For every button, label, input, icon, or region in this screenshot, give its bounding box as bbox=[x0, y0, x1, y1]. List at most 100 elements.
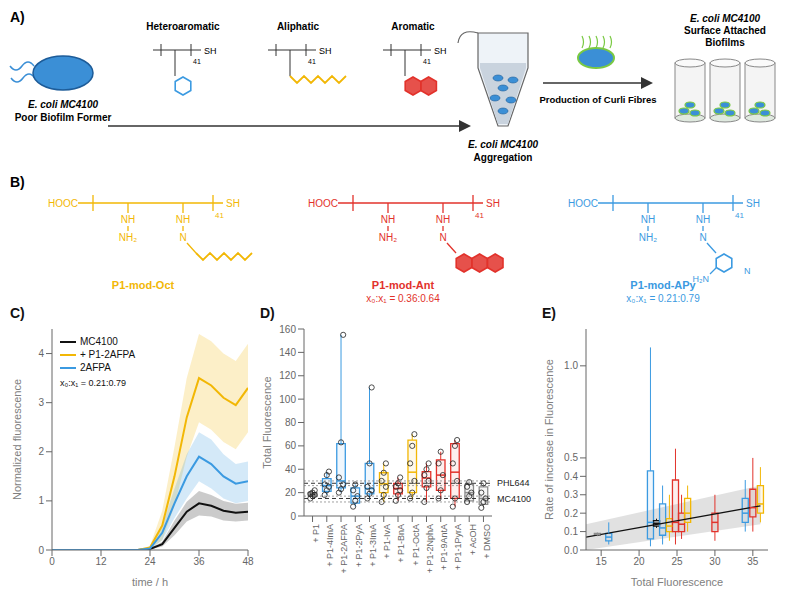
svg-text:time / h: time / h bbox=[132, 576, 168, 588]
svg-text:+ P1-2PyA: + P1-2PyA bbox=[354, 524, 364, 567]
svg-text:41: 41 bbox=[215, 211, 224, 220]
svg-text:Production of Curli Fibres: Production of Curli Fibres bbox=[539, 94, 656, 105]
svg-text:60: 60 bbox=[285, 440, 297, 451]
svg-text:160: 160 bbox=[279, 324, 296, 335]
svg-text:x₀:x₁ = 0.21:0.79: x₀:x₁ = 0.21:0.79 bbox=[626, 293, 700, 304]
svg-text:0.3: 0.3 bbox=[564, 489, 578, 500]
svg-text:0.4: 0.4 bbox=[564, 471, 578, 482]
svg-text:+ P1-2NphA: + P1-2NphA bbox=[425, 524, 435, 573]
svg-text:P1-mod-APy: P1-mod-APy bbox=[630, 279, 696, 291]
svg-text:Rate of increase in Fluorescen: Rate of increase in Fluorescence bbox=[543, 359, 555, 520]
svg-text:Aliphatic: Aliphatic bbox=[277, 21, 320, 32]
svg-text:+ P1: + P1 bbox=[311, 524, 321, 543]
svg-text:0.0: 0.0 bbox=[564, 545, 578, 556]
svg-text:20: 20 bbox=[634, 556, 646, 567]
svg-text:Surface Attached: Surface Attached bbox=[684, 25, 766, 36]
svg-text:HOOC: HOOC bbox=[48, 198, 78, 209]
svg-text:0: 0 bbox=[290, 511, 296, 522]
svg-text:+ P1-1PyrA: + P1-1PyrA bbox=[453, 524, 463, 570]
svg-text:B): B) bbox=[10, 174, 25, 190]
svg-text:0: 0 bbox=[38, 545, 44, 556]
svg-text:35: 35 bbox=[747, 556, 759, 567]
svg-text:SH: SH bbox=[226, 198, 240, 209]
svg-text:140: 140 bbox=[279, 347, 296, 358]
svg-text:Total Fluorescence: Total Fluorescence bbox=[261, 376, 273, 468]
svg-text:E. coli MC4100: E. coli MC4100 bbox=[28, 99, 98, 110]
svg-text:0.2: 0.2 bbox=[564, 508, 578, 519]
svg-text:40: 40 bbox=[285, 464, 297, 475]
svg-text:24: 24 bbox=[144, 556, 156, 567]
svg-text:Aromatic: Aromatic bbox=[391, 21, 435, 32]
svg-text:P1-mod-Ant: P1-mod-Ant bbox=[372, 279, 435, 291]
svg-text:Biofilms: Biofilms bbox=[705, 37, 745, 48]
svg-text:+ P1-OctA: + P1-OctA bbox=[411, 524, 421, 566]
svg-text:N: N bbox=[744, 266, 751, 276]
svg-text:120: 120 bbox=[279, 370, 296, 381]
svg-text:100: 100 bbox=[279, 394, 296, 405]
svg-text:30: 30 bbox=[709, 556, 721, 567]
svg-text:2: 2 bbox=[38, 446, 44, 457]
svg-text:+ P1-IvA: + P1-IvA bbox=[382, 524, 392, 559]
svg-text:1.0: 1.0 bbox=[564, 360, 578, 371]
svg-text:NH: NH bbox=[641, 214, 655, 225]
svg-text:41: 41 bbox=[193, 58, 201, 65]
svg-text:SH: SH bbox=[319, 46, 332, 56]
svg-text:E. coli MC4100: E. coli MC4100 bbox=[690, 13, 760, 24]
svg-text:SH: SH bbox=[434, 46, 447, 56]
svg-text:+ P1-2AFPA: + P1-2AFPA bbox=[339, 524, 349, 574]
svg-text:0.1: 0.1 bbox=[564, 526, 578, 537]
svg-text:NH: NH bbox=[696, 214, 710, 225]
svg-text:NH₂: NH₂ bbox=[639, 232, 657, 243]
svg-text:NH: NH bbox=[176, 214, 190, 225]
svg-text:SH: SH bbox=[204, 46, 217, 56]
svg-text:41: 41 bbox=[735, 211, 744, 220]
svg-text:Poor Biofilm Former: Poor Biofilm Former bbox=[15, 112, 112, 123]
svg-text:N: N bbox=[179, 232, 186, 243]
svg-text:15: 15 bbox=[596, 556, 608, 567]
svg-text:P1-mod-Oct: P1-mod-Oct bbox=[112, 279, 175, 291]
svg-text:Total Fluorescence: Total Fluorescence bbox=[631, 576, 723, 588]
svg-text:3: 3 bbox=[38, 397, 44, 408]
html-text:D): D) bbox=[260, 305, 275, 321]
svg-text:80: 80 bbox=[285, 417, 297, 428]
svg-text:Heteroaromatic: Heteroaromatic bbox=[146, 21, 220, 32]
svg-text:1: 1 bbox=[38, 495, 44, 506]
svg-text:Aggregation: Aggregation bbox=[474, 152, 533, 163]
svg-text:4: 4 bbox=[38, 348, 44, 359]
svg-text:+ P1-3ImA: + P1-3ImA bbox=[368, 524, 378, 567]
svg-text:A): A) bbox=[10, 9, 25, 25]
svg-text:41: 41 bbox=[423, 58, 431, 65]
svg-text:+ P1-BnA: + P1-BnA bbox=[396, 524, 406, 563]
svg-text:x₀:x₁ = 0.36:0.64: x₀:x₁ = 0.36:0.64 bbox=[366, 293, 440, 304]
html-text:C): C) bbox=[10, 305, 25, 321]
svg-text:PHL644: PHL644 bbox=[497, 478, 530, 488]
svg-text:41: 41 bbox=[308, 58, 316, 65]
svg-text:36: 36 bbox=[193, 556, 205, 567]
svg-text:20: 20 bbox=[285, 487, 297, 498]
svg-text:0.5: 0.5 bbox=[564, 452, 578, 463]
svg-text:Normalized fluorescence: Normalized fluorescence bbox=[11, 379, 23, 500]
svg-text:12: 12 bbox=[95, 556, 107, 567]
svg-text:25: 25 bbox=[671, 556, 683, 567]
svg-text:NH: NH bbox=[121, 214, 135, 225]
svg-text:+ P1-9AntA: + P1-9AntA bbox=[439, 524, 449, 570]
svg-text:+ DMSO: + DMSO bbox=[482, 524, 492, 559]
svg-text:NH: NH bbox=[381, 214, 395, 225]
svg-text:+ P1-4ImA: + P1-4ImA bbox=[325, 524, 335, 567]
svg-text:E. coli MC4100: E. coli MC4100 bbox=[468, 139, 538, 150]
svg-text:SH: SH bbox=[486, 198, 500, 209]
svg-text:N: N bbox=[699, 232, 706, 243]
svg-text:N: N bbox=[439, 232, 446, 243]
svg-text:NH₂: NH₂ bbox=[119, 232, 137, 243]
svg-text:SH: SH bbox=[746, 198, 760, 209]
svg-text:NH₂: NH₂ bbox=[379, 232, 397, 243]
svg-text:41: 41 bbox=[475, 211, 484, 220]
svg-text:48: 48 bbox=[242, 556, 254, 567]
svg-text:NH: NH bbox=[436, 214, 450, 225]
svg-text:HOOC: HOOC bbox=[568, 198, 598, 209]
svg-text:+ AcOH: + AcOH bbox=[468, 524, 478, 555]
svg-text:HOOC: HOOC bbox=[308, 198, 338, 209]
svg-text:0: 0 bbox=[49, 556, 55, 567]
svg-text:MC4100: MC4100 bbox=[497, 494, 531, 504]
html-text:E): E) bbox=[542, 305, 556, 321]
